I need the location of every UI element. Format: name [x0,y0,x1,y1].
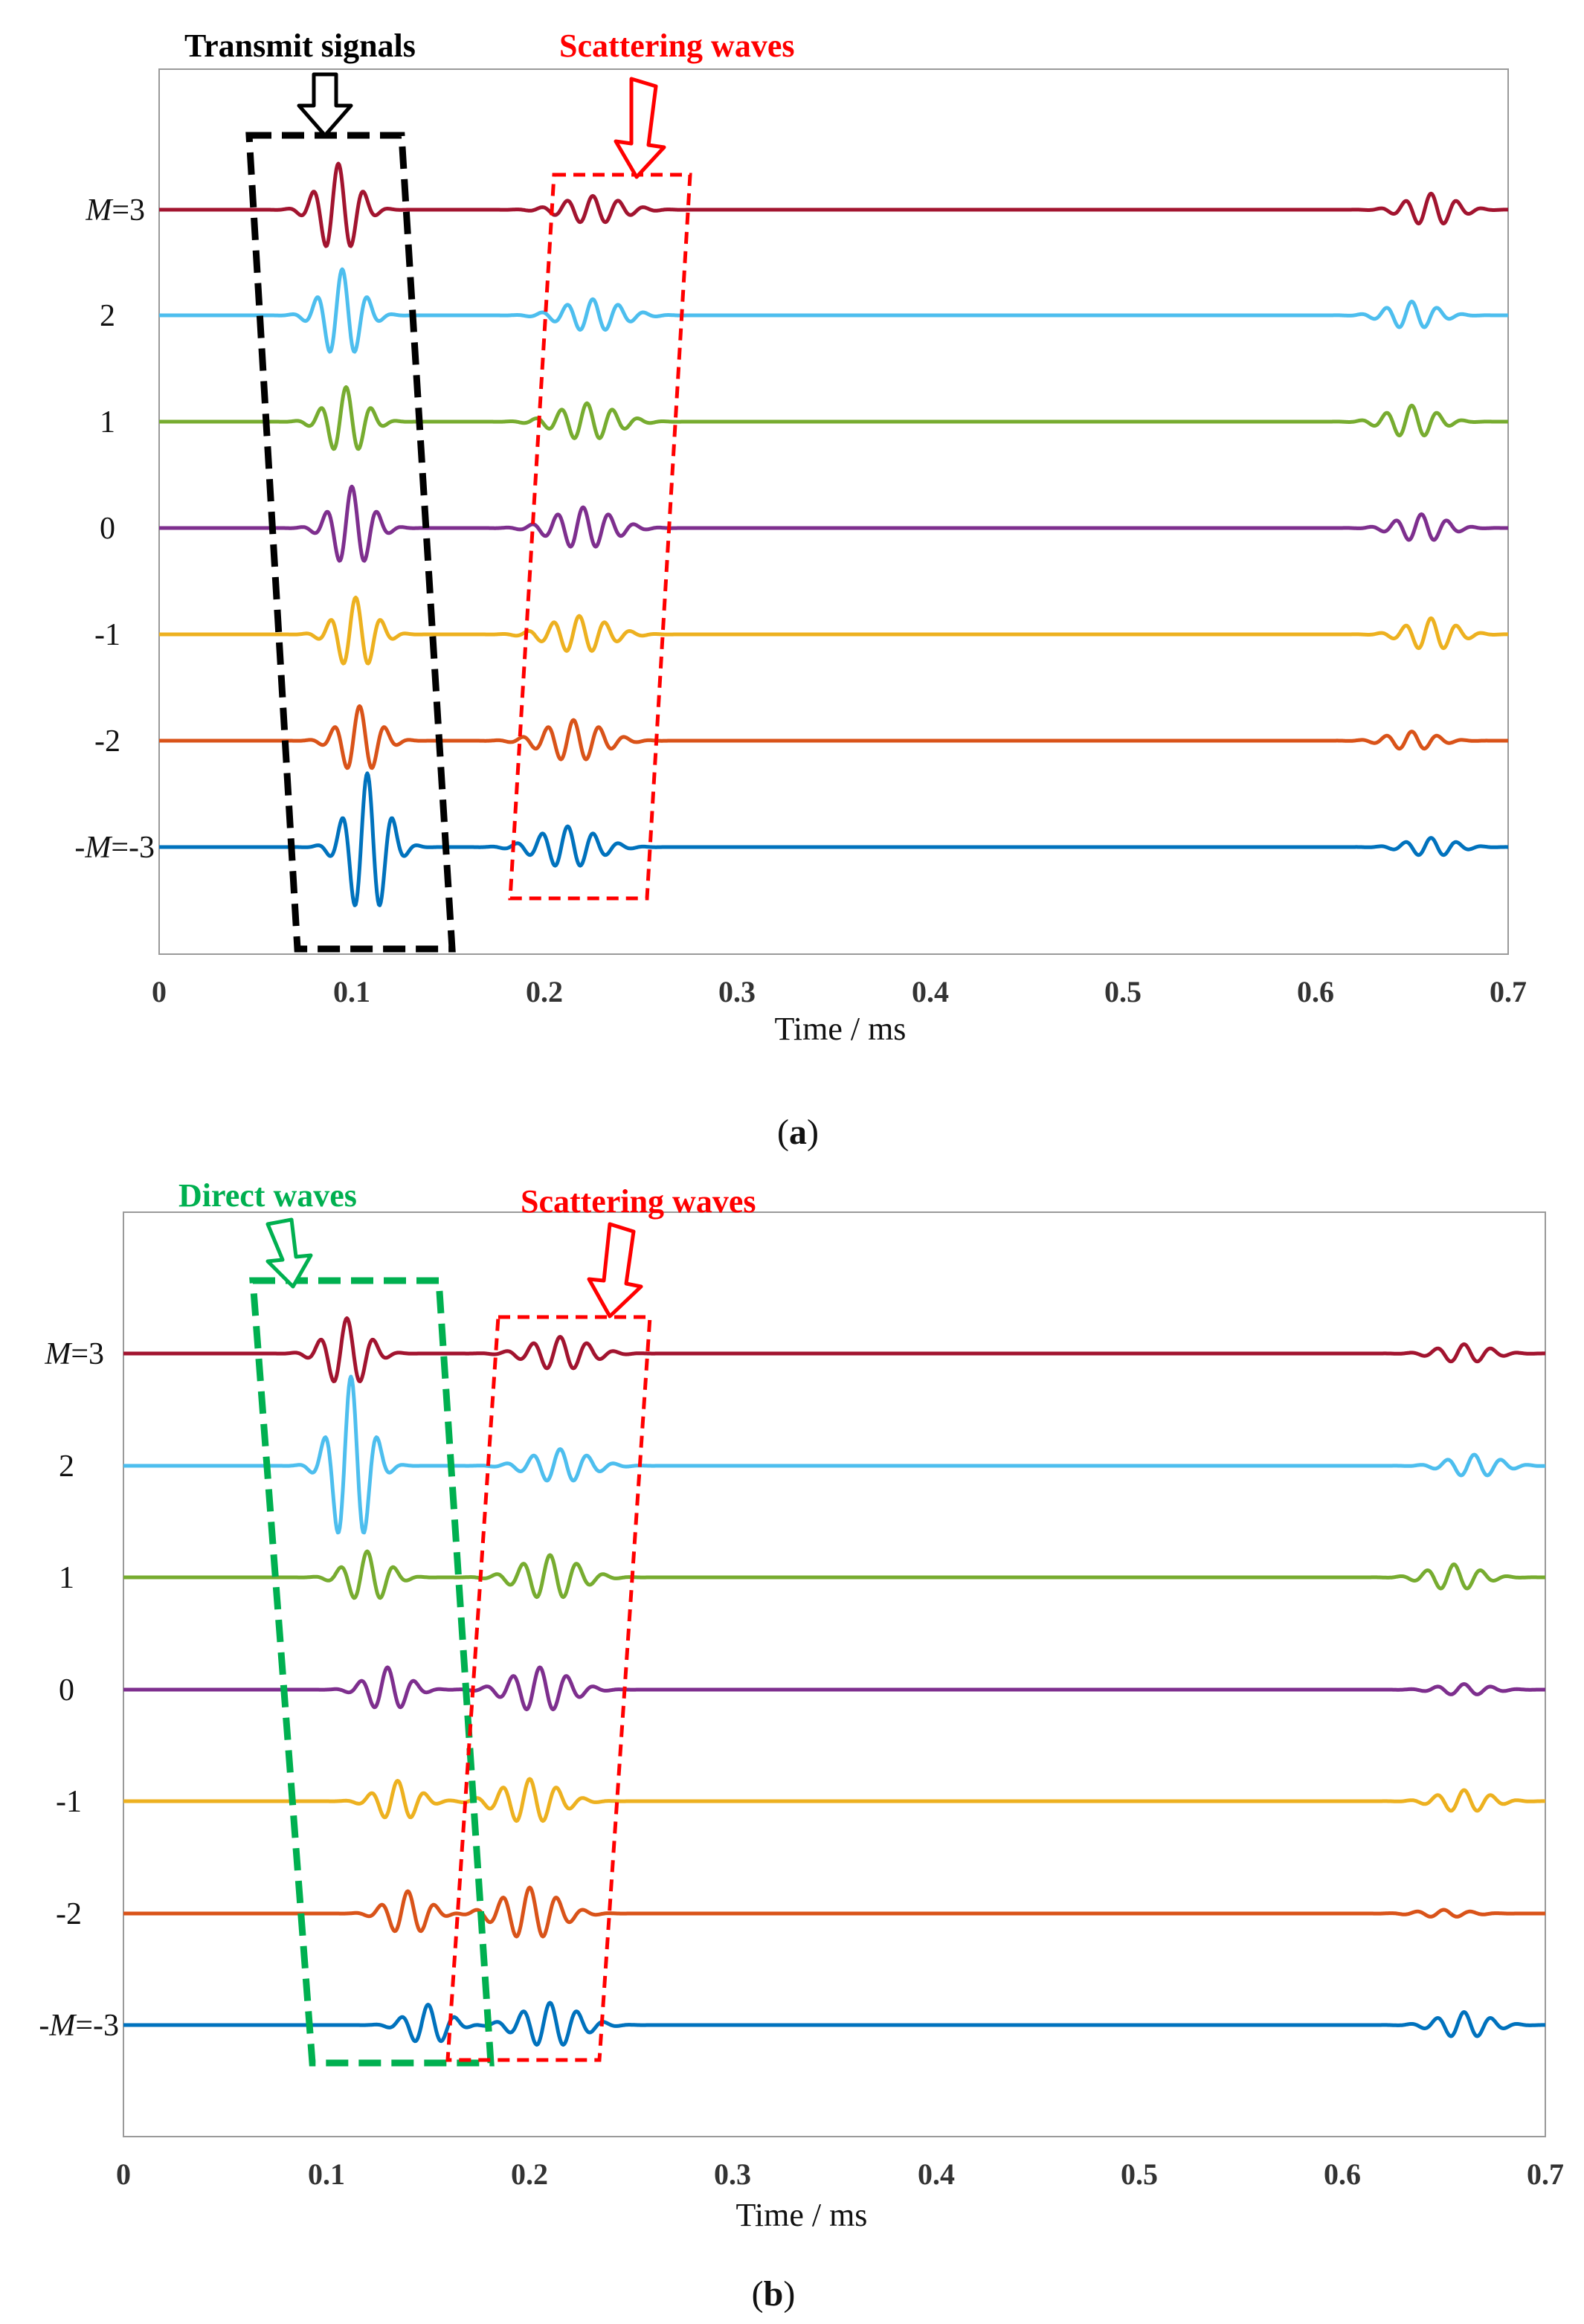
panel-b-ylabel-1: 1 [59,1561,74,1595]
panel-b-caption: (b) [752,2274,796,2314]
panel-b-ylabel-2: 2 [59,1449,74,1484]
panel-a-xlabel: Time / ms [775,1011,907,1047]
trace-a--m-3 [158,771,1510,907]
panel-b-xlabel: Time / ms [736,2197,868,2233]
panel-b-scatter-box [445,1315,652,2062]
panel-a-ylabel-0: 0 [100,512,115,546]
panel-a-traces [158,161,1510,907]
panel-b-xtick: 0.3 [714,2157,751,2191]
panel-b-ylabel-0: 0 [59,1673,74,1707]
panel-a-scatter-arrow-icon [614,77,666,179]
panel-b-xtick: 0.5 [1121,2157,1158,2191]
panel-a-xtick: 0.4 [912,975,949,1008]
panel-b-xtick: 0.2 [511,2157,548,2191]
transmit-label: Transmit signals [184,28,416,64]
panel-a-ylabel-2: 2 [100,299,115,333]
panel-a-xtick: 0.6 [1297,975,1334,1008]
panel-a-xtick: 0.7 [1490,975,1527,1008]
panel-b-xtick: 0.4 [918,2157,955,2191]
panel-a-axes-box [158,68,1509,955]
panel-a-ylabel-neg1: -1 [94,618,120,652]
panel-b-xtick: 0 [116,2157,131,2191]
panel-a-ylabel-1: 1 [100,405,115,440]
trace-a-2 [158,267,1510,354]
panel-a-caption: (a) [777,1113,819,1152]
panel-a-ylabel-top: M=3 [85,193,145,228]
panel-b-ylabel-neg2: -2 [56,1897,82,1931]
trace-b--m-3 [122,2000,1547,2047]
panel-a-xtick: 0.3 [718,975,756,1008]
panel-a-xtick: 0.1 [333,975,370,1008]
panel-a-chart: M=3 2 1 0 -1 -2 -M=-3 0 0.1 0.2 0.3 0.4 … [74,28,1527,1152]
direct-box [249,1277,495,2067]
panel-b-xtick: 0.7 [1527,2157,1564,2191]
panel-a-xtick: 0.5 [1104,975,1142,1008]
direct-label: Direct waves [178,1177,357,1214]
trace-b-1 [122,1549,1547,1600]
panel-b-xtick: 0.1 [308,2157,345,2191]
panel-a-xtick: 0 [152,975,167,1008]
panel-b-scatter-label: Scattering waves [521,1183,756,1220]
trace-b--2 [122,1885,1547,1939]
panel-b-ylabel-top: M=3 [44,1337,104,1371]
panel-a-xticks: 0 0.1 0.2 0.3 0.4 0.5 0.6 0.7 [152,975,1527,1008]
panel-a-scatter-box [508,173,692,901]
transmit-arrow-icon [297,72,353,138]
direct-arrow-icon [265,1217,313,1289]
trace-b-0 [122,1665,1547,1712]
trace-a-m3 [158,161,1510,248]
panel-a-ylabel-neg2: -2 [94,724,120,759]
panel-b-scatter-arrow-icon [587,1222,643,1319]
panel-b-ylabel-bottom: -M=-3 [39,2009,119,2043]
trace-a-0 [158,484,1510,563]
transmit-box [245,132,456,953]
trace-b-2 [122,1374,1547,1535]
trace-a--2 [158,704,1510,770]
panel-a-ylabel-bottom: -M=-3 [74,831,155,865]
panel-b-traces [122,1316,1547,2047]
panel-b-ylabel-neg1: -1 [56,1785,82,1819]
panel-b-xtick: 0.6 [1324,2157,1361,2191]
panel-b-axes-box [123,1211,1546,2137]
panel-b-xticks: 0 0.1 0.2 0.3 0.4 0.5 0.6 0.7 [116,2157,1564,2191]
trace-b--1 [122,1777,1547,1824]
panel-b-chart: M=3 2 1 0 -1 -2 -M=-3 0 0.1 0.2 0.3 0.4 … [39,1177,1564,2314]
trace-a--1 [158,595,1510,666]
trace-a-1 [158,385,1510,451]
trace-b-m3 [122,1316,1547,1383]
panel-a-xtick: 0.2 [526,975,563,1008]
panel-a-scatter-label: Scattering waves [559,28,795,64]
